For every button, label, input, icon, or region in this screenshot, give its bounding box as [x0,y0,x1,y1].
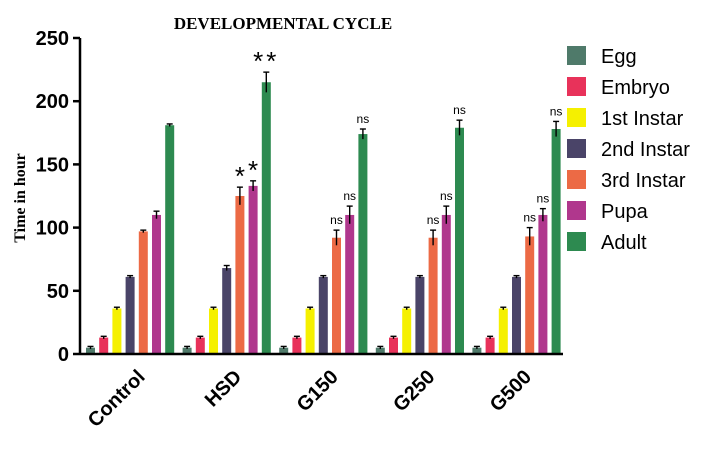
y-tick-label: 0 [58,344,69,366]
legend-label: Embryo [601,77,670,99]
bar [182,347,192,354]
x-tick-label: HSD [201,366,246,411]
significance-ns: ns [453,103,466,117]
bar [292,337,302,354]
bar [152,214,161,354]
bar [86,347,95,354]
legend-swatch [567,77,586,96]
bar [235,196,245,354]
bar [389,337,398,354]
bar [125,276,135,354]
bar [332,237,341,354]
y-tick-label: 150 [36,154,69,176]
bar [261,82,271,355]
legend-label: 1st Instar [601,108,684,130]
bar [112,308,122,354]
bar [485,337,495,354]
bar [428,237,438,354]
legend-label: 3rd Instar [601,170,686,192]
bar [209,308,218,354]
bar [279,347,289,354]
legend-swatch [567,170,586,189]
significance-ns: ns [343,189,356,203]
bar [538,214,548,354]
bar [472,347,482,354]
legend-label: 2nd Instar [601,139,690,161]
bar [415,276,425,354]
y-tick-label: 100 [36,218,69,240]
bar [222,268,232,354]
bar [455,127,464,354]
bar [318,276,328,354]
significance-ns: ns [523,211,536,225]
significance-ns: ns [440,189,453,203]
legend-swatch [567,139,586,158]
legend-swatch [567,232,586,251]
bar [248,185,258,354]
significance-star: * [235,161,245,191]
legend-label: Adult [601,232,647,254]
bar [375,347,385,354]
bar [345,214,355,354]
significance-ns: ns [357,112,370,126]
bar [551,129,561,354]
chart-title: DEVELOPMENTAL CYCLE [174,14,392,33]
x-tick-label: G250 [389,366,439,416]
significance-star: ** [253,46,279,76]
bar [441,214,451,354]
x-tick-label: G500 [486,366,536,416]
significance-star: * [248,155,258,185]
significance-ns: ns [550,104,563,118]
legend-swatch [567,108,586,127]
bar [512,276,521,354]
bar [305,308,315,354]
bar [358,134,368,354]
significance-ns: ns [537,192,550,206]
bar [138,231,148,354]
bar [195,337,205,354]
y-tick-label: 200 [36,91,69,113]
bar [99,337,109,354]
y-axis-label: Time in hour [12,153,29,243]
bar [165,125,175,354]
significance-ns: ns [427,213,440,227]
legend-swatch [567,201,586,220]
legend-label: Egg [601,46,637,68]
bar [402,308,412,354]
y-tick-label: 250 [36,28,69,50]
significance-ns: ns [330,213,343,227]
bar [525,236,535,354]
x-tick-label: Control [84,366,150,432]
bar [498,308,508,354]
legend-label: Pupa [601,201,649,223]
legend-swatch [567,46,586,65]
y-tick-label: 50 [47,281,69,303]
x-tick-label: G150 [293,366,343,416]
